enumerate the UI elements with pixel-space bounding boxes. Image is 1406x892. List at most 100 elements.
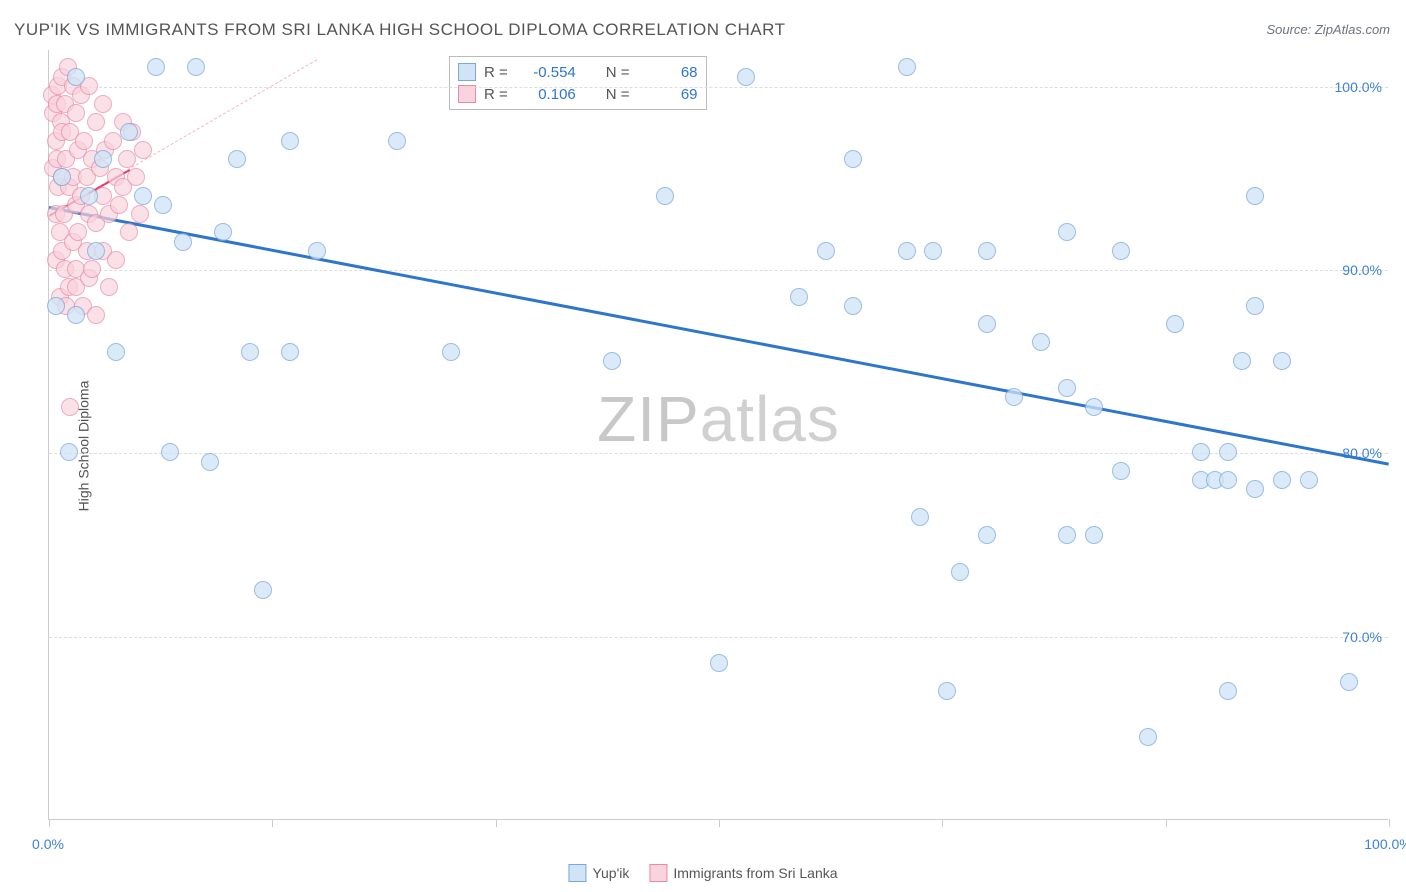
n-label: N = <box>606 86 630 103</box>
scatter-point <box>1112 462 1130 480</box>
gridline <box>49 453 1388 454</box>
scatter-point <box>1085 526 1103 544</box>
scatter-point <box>241 343 259 361</box>
scatter-point <box>87 242 105 260</box>
scatter-point <box>1219 471 1237 489</box>
scatter-point <box>1085 398 1103 416</box>
scatter-point <box>1005 388 1023 406</box>
scatter-point <box>281 132 299 150</box>
series-legend: Yup'ik Immigrants from Sri Lanka <box>568 864 837 882</box>
scatter-point <box>938 682 956 700</box>
scatter-point <box>1246 480 1264 498</box>
scatter-point <box>978 242 996 260</box>
scatter-point <box>710 654 728 672</box>
scatter-point <box>1300 471 1318 489</box>
x-tick <box>49 819 50 827</box>
scatter-point <box>94 150 112 168</box>
watermark: ZIPatlas <box>597 382 840 456</box>
source-attribution: Source: ZipAtlas.com <box>1266 22 1390 37</box>
scatter-point <box>656 187 674 205</box>
stats-legend-box: R =-0.554N =68R =0.106N =69 <box>449 56 707 110</box>
scatter-point <box>69 223 87 241</box>
scatter-point <box>1166 315 1184 333</box>
scatter-point <box>67 306 85 324</box>
x-tick <box>942 819 943 827</box>
y-tick-label: 90.0% <box>1342 262 1382 278</box>
scatter-point <box>737 68 755 86</box>
scatter-point <box>100 278 118 296</box>
scatter-point <box>603 352 621 370</box>
gridline <box>49 87 1388 88</box>
scatter-point <box>75 132 93 150</box>
scatter-point <box>120 223 138 241</box>
scatter-point <box>442 343 460 361</box>
x-tick-label: 0.0% <box>32 836 64 852</box>
scatter-point <box>1246 297 1264 315</box>
scatter-point <box>898 242 916 260</box>
scatter-point <box>1058 379 1076 397</box>
scatter-point <box>94 95 112 113</box>
scatter-point <box>161 443 179 461</box>
scatter-plot-area: ZIPatlas R =-0.554N =68R =0.106N =69 70.… <box>48 50 1388 820</box>
scatter-point <box>228 150 246 168</box>
scatter-point <box>1219 682 1237 700</box>
scatter-point <box>790 288 808 306</box>
legend-item: Yup'ik <box>568 864 629 882</box>
x-tick-label: 100.0% <box>1364 836 1406 852</box>
y-tick-label: 100.0% <box>1335 79 1382 95</box>
gridline <box>49 637 1388 638</box>
scatter-point <box>60 443 78 461</box>
scatter-point <box>47 297 65 315</box>
scatter-point <box>1246 187 1264 205</box>
scatter-point <box>67 104 85 122</box>
y-tick-label: 70.0% <box>1342 629 1382 645</box>
scatter-point <box>844 297 862 315</box>
scatter-point <box>187 58 205 76</box>
scatter-point <box>1032 333 1050 351</box>
scatter-point <box>1219 443 1237 461</box>
scatter-point <box>978 526 996 544</box>
scatter-point <box>127 168 145 186</box>
scatter-point <box>1139 728 1157 746</box>
r-label: R = <box>484 64 508 81</box>
legend-label: Yup'ik <box>592 865 629 881</box>
swatch-icon <box>458 85 476 103</box>
swatch-icon <box>458 63 476 81</box>
scatter-point <box>67 68 85 86</box>
scatter-point <box>1273 471 1291 489</box>
stats-row: R =-0.554N =68 <box>458 61 698 83</box>
r-value: -0.554 <box>516 64 576 81</box>
scatter-point <box>201 453 219 471</box>
scatter-point <box>147 58 165 76</box>
scatter-point <box>1058 526 1076 544</box>
scatter-point <box>1112 242 1130 260</box>
scatter-point <box>120 123 138 141</box>
scatter-point <box>254 581 272 599</box>
scatter-point <box>104 132 122 150</box>
swatch-icon <box>568 864 586 882</box>
scatter-point <box>154 196 172 214</box>
scatter-point <box>978 315 996 333</box>
scatter-point <box>924 242 942 260</box>
x-tick <box>1166 819 1167 827</box>
scatter-point <box>107 251 125 269</box>
scatter-point <box>1058 223 1076 241</box>
scatter-point <box>911 508 929 526</box>
scatter-point <box>53 168 71 186</box>
legend-item: Immigrants from Sri Lanka <box>649 864 837 882</box>
scatter-point <box>87 306 105 324</box>
legend-label: Immigrants from Sri Lanka <box>673 865 837 881</box>
scatter-point <box>1273 352 1291 370</box>
x-tick <box>1389 819 1390 827</box>
scatter-point <box>1340 673 1358 691</box>
n-label: N = <box>606 64 630 81</box>
n-value: 69 <box>638 86 698 103</box>
scatter-point <box>1233 352 1251 370</box>
scatter-point <box>1192 443 1210 461</box>
scatter-point <box>844 150 862 168</box>
scatter-point <box>308 242 326 260</box>
scatter-point <box>898 58 916 76</box>
r-value: 0.106 <box>516 86 576 103</box>
scatter-point <box>134 141 152 159</box>
scatter-point <box>110 196 128 214</box>
